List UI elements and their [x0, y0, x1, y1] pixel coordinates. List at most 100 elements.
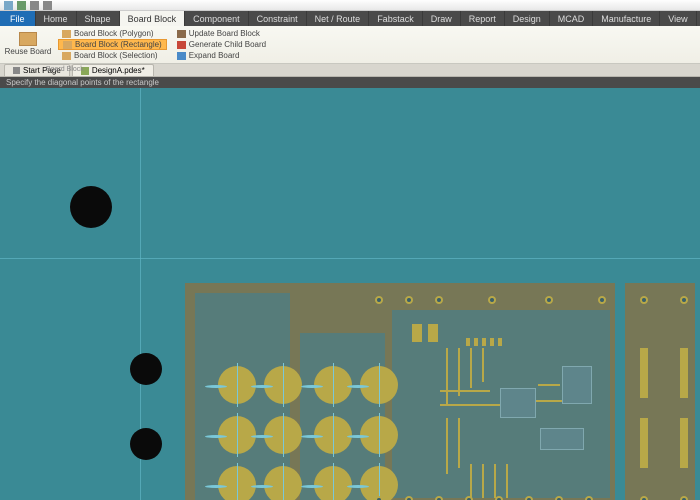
- via: [680, 296, 688, 304]
- tab-mcad[interactable]: MCAD: [550, 11, 594, 26]
- via: [495, 496, 503, 500]
- mhole: [70, 186, 112, 228]
- update-board-button[interactable]: Update Board Block: [173, 28, 270, 39]
- generate-icon: [177, 41, 186, 49]
- ic: [562, 366, 592, 404]
- via: [680, 496, 688, 500]
- smd: [474, 338, 478, 346]
- smd: [680, 418, 688, 468]
- pad: [264, 466, 302, 500]
- trace: [494, 464, 496, 498]
- tab-view[interactable]: View: [660, 11, 696, 26]
- rectangle-icon: [63, 41, 72, 49]
- trace: [446, 418, 448, 474]
- tab-board-block[interactable]: Board Block: [120, 11, 186, 26]
- tab-design[interactable]: Design: [505, 11, 550, 26]
- pad: [314, 416, 352, 454]
- tab-file[interactable]: File: [0, 11, 36, 26]
- generate-child-button[interactable]: Generate Child Board: [173, 39, 270, 50]
- cursor-axis-horizontal: [0, 258, 700, 259]
- tab-draw[interactable]: Draw: [423, 11, 461, 26]
- tab-report[interactable]: Report: [461, 11, 505, 26]
- tab-design-a[interactable]: DesignA.pdes*: [72, 64, 154, 76]
- via: [488, 296, 496, 304]
- via: [435, 496, 443, 500]
- smd: [482, 338, 486, 346]
- board-block-selection-button[interactable]: Board Block (Selection): [58, 50, 167, 61]
- trace: [538, 384, 560, 386]
- ribbon-group-label: Board Block: [46, 66, 84, 74]
- pad: [218, 416, 256, 454]
- trace: [458, 418, 460, 468]
- command-prompt: Specify the diagonal points of the recta…: [0, 77, 700, 88]
- ribbon-tab-strip: File Home Shape Board Block Component Co…: [0, 11, 700, 26]
- trace: [482, 348, 484, 382]
- via: [585, 496, 593, 500]
- board-block-rectangle-button[interactable]: Board Block (Rectangle): [58, 39, 167, 50]
- pad: [314, 466, 352, 500]
- smd: [498, 338, 502, 346]
- save-icon[interactable]: [17, 1, 26, 10]
- ribbon: Reuse Board Board Block (Polygon) Board …: [0, 26, 700, 64]
- trace: [440, 404, 500, 406]
- via: [555, 496, 563, 500]
- tab-home[interactable]: Home: [36, 11, 77, 26]
- undo-icon[interactable]: [30, 1, 39, 10]
- polygon-icon: [62, 30, 71, 38]
- ribbon-group-reuse: Reuse Board: [4, 28, 52, 61]
- smd: [466, 338, 470, 346]
- expand-board-button[interactable]: Expand Board: [173, 50, 270, 61]
- pad: [218, 366, 256, 404]
- pad: [360, 466, 398, 500]
- redo-icon[interactable]: [43, 1, 52, 10]
- smd: [490, 338, 494, 346]
- smd: [640, 418, 648, 468]
- pad: [218, 466, 256, 500]
- pcb-canvas[interactable]: [0, 88, 700, 500]
- document-tabs: Start Page DesignA.pdes*: [0, 64, 700, 77]
- smd: [412, 324, 422, 342]
- via: [405, 496, 413, 500]
- ic: [540, 428, 584, 450]
- trace: [446, 348, 448, 404]
- tab-constraint[interactable]: Constraint: [249, 11, 307, 26]
- pad: [314, 366, 352, 404]
- via: [435, 296, 443, 304]
- reuse-board-label: Reuse Board: [5, 47, 52, 56]
- trace: [470, 464, 472, 498]
- expand-icon: [177, 52, 186, 60]
- tab-manufacture[interactable]: Manufacture: [593, 11, 660, 26]
- via: [598, 296, 606, 304]
- mhole: [130, 353, 162, 385]
- tab-component[interactable]: Component: [185, 11, 249, 26]
- via: [405, 296, 413, 304]
- via: [640, 496, 648, 500]
- pad: [360, 366, 398, 404]
- trace: [506, 464, 508, 498]
- reuse-board-icon: [19, 32, 37, 46]
- smd: [428, 324, 438, 342]
- via: [640, 296, 648, 304]
- smd: [640, 348, 648, 398]
- quick-access-toolbar: [0, 0, 700, 11]
- via: [545, 296, 553, 304]
- via: [375, 296, 383, 304]
- tab-net-route[interactable]: Net / Route: [307, 11, 370, 26]
- ribbon-group-ops: Update Board Block Generate Child Board …: [173, 28, 270, 61]
- via: [375, 496, 383, 500]
- pad: [264, 416, 302, 454]
- trace: [458, 348, 460, 396]
- tab-fabstack[interactable]: Fabstack: [369, 11, 423, 26]
- app-icon: [4, 1, 13, 10]
- via: [525, 496, 533, 500]
- trace: [482, 464, 484, 498]
- board-block-polygon-button[interactable]: Board Block (Polygon): [58, 28, 167, 39]
- smd: [680, 348, 688, 398]
- pad: [360, 416, 398, 454]
- pad: [264, 366, 302, 404]
- trace: [470, 348, 472, 388]
- mhole: [130, 428, 162, 460]
- tab-shape[interactable]: Shape: [77, 11, 120, 26]
- reuse-board-button[interactable]: Reuse Board: [4, 28, 52, 60]
- trace: [536, 400, 562, 402]
